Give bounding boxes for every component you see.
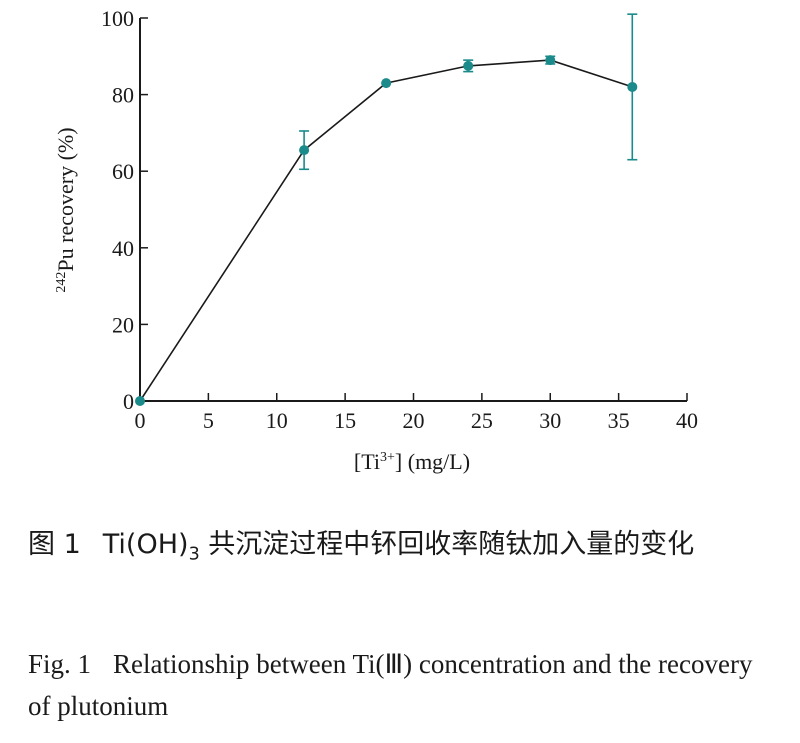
x-tick-label: 15 xyxy=(334,408,356,433)
y-tick-label: 0 xyxy=(123,389,134,414)
data-point xyxy=(627,81,638,92)
caption-cn-head: 图 1 xyxy=(28,529,81,560)
x-tick-label: 40 xyxy=(676,408,698,433)
plot-area: 0 5 10 15 20 25 30 35 40 0 20 40 60 80 100 xyxy=(101,6,698,433)
english-caption: Fig. 1 Relationship between Ti(Ⅲ) concent… xyxy=(28,644,778,728)
data-point xyxy=(463,60,474,71)
y-tick-label: 60 xyxy=(112,159,134,184)
x-tick-label: 30 xyxy=(539,408,561,433)
x-tick-label: 5 xyxy=(203,408,214,433)
y-tick-label: 100 xyxy=(101,6,134,31)
data-point xyxy=(545,55,556,66)
x-tick-label: 10 xyxy=(266,408,288,433)
caption-cn-sub: 3 xyxy=(188,544,200,565)
data-point xyxy=(381,78,392,89)
caption-cn-text-a: Ti(OH) xyxy=(102,529,189,560)
caption-en-text: Relationship between Ti(Ⅲ) concentration… xyxy=(28,649,753,721)
x-tick-label: 0 xyxy=(135,408,146,433)
recovery-chart: 0 5 10 15 20 25 30 35 40 0 20 40 60 80 100 [Ti3+] (mg/… xyxy=(53,6,698,474)
chinese-caption: 图 1 Ti(OH)3 共沉淀过程中钚回收率随钛加入量的变化 xyxy=(28,528,778,566)
y-tick-label: 40 xyxy=(112,236,134,261)
caption-cn-text-b: 共沉淀过程中钚回收率随钛加入量的变化 xyxy=(199,529,695,560)
caption-en-head: Fig. 1 xyxy=(28,649,92,679)
data-point xyxy=(135,396,145,406)
x-tick-label: 35 xyxy=(608,408,630,433)
y-tick-label: 80 xyxy=(112,83,134,108)
x-tick-label: 20 xyxy=(403,408,425,433)
x-tick-label: 25 xyxy=(471,408,493,433)
series-line xyxy=(139,59,633,402)
x-axis-label: [Ti3+] (mg/L) xyxy=(354,449,470,474)
y-axis-label: 242Pu recovery (%) xyxy=(53,127,78,292)
data-point xyxy=(299,145,310,156)
y-tick-label: 20 xyxy=(112,312,134,337)
